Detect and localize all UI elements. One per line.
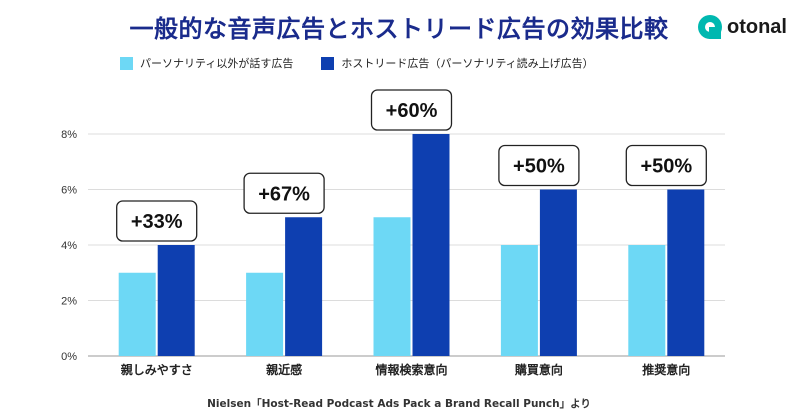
legend-label-series1: パーソナリティ以外が話す広告: [140, 57, 294, 70]
annotation-label: +67%: [258, 183, 310, 205]
bar-series1: [118, 272, 156, 356]
legend-item-series2: ホストリード広告（パーソナリティ読み上げ広告）: [321, 55, 594, 71]
annotation-box: [625, 144, 707, 187]
legend-swatch-series2: [321, 56, 335, 70]
otonal-logo-icon: [698, 15, 722, 39]
bar-series1: [373, 217, 411, 356]
annotation-box: [498, 144, 580, 187]
y-tick-label: 2%: [61, 296, 77, 308]
annotation-label: +60%: [386, 100, 438, 122]
x-tick-label: 親近感: [266, 362, 302, 377]
x-tick-label: 購買意向: [514, 362, 563, 377]
bar-series1: [500, 245, 538, 356]
annotation-box: [116, 200, 198, 242]
logo: otonal: [697, 12, 787, 42]
legend-item-series1: パーソナリティ以外が話す広告: [120, 55, 293, 71]
legend: パーソナリティ以外が話す広告 ホストリード広告（パーソナリティ読み上げ広告）: [120, 55, 622, 71]
source-note: Nielsen「Host-Read Podcast Ads Pack a Bra…: [207, 398, 591, 410]
annotation-box: [370, 89, 453, 131]
bar-series1: [246, 272, 284, 356]
annotation-label: +33%: [131, 211, 183, 233]
y-tick-label: 0%: [61, 351, 77, 363]
legend-swatch-series1: [120, 56, 133, 70]
y-tick-label: 6%: [61, 185, 77, 197]
logo-brand-text: otonal: [727, 15, 787, 38]
y-tick-label: 4%: [61, 240, 77, 252]
legend-label-series2: ホストリード広告（パーソナリティ読み上げ広告）: [341, 57, 594, 70]
annotation-box: [243, 172, 325, 214]
chart-title: 一般的な音声広告とホストリード広告の効果比較: [129, 15, 669, 43]
x-tick-label: 情報検索意向: [375, 362, 447, 377]
bar-series2: [285, 217, 323, 356]
bar-series1: [628, 245, 666, 356]
bar-series2: [157, 245, 195, 356]
y-tick-label: 8%: [61, 129, 77, 141]
bar-series2: [539, 189, 577, 356]
annotation-label: +50%: [513, 156, 565, 178]
x-tick-label: 親しみやすさ: [121, 362, 193, 377]
bar-series2: [667, 189, 705, 356]
annotation-label: +50%: [640, 156, 692, 178]
bar-series2: [412, 134, 450, 356]
x-tick-label: 推奨意向: [642, 362, 690, 377]
